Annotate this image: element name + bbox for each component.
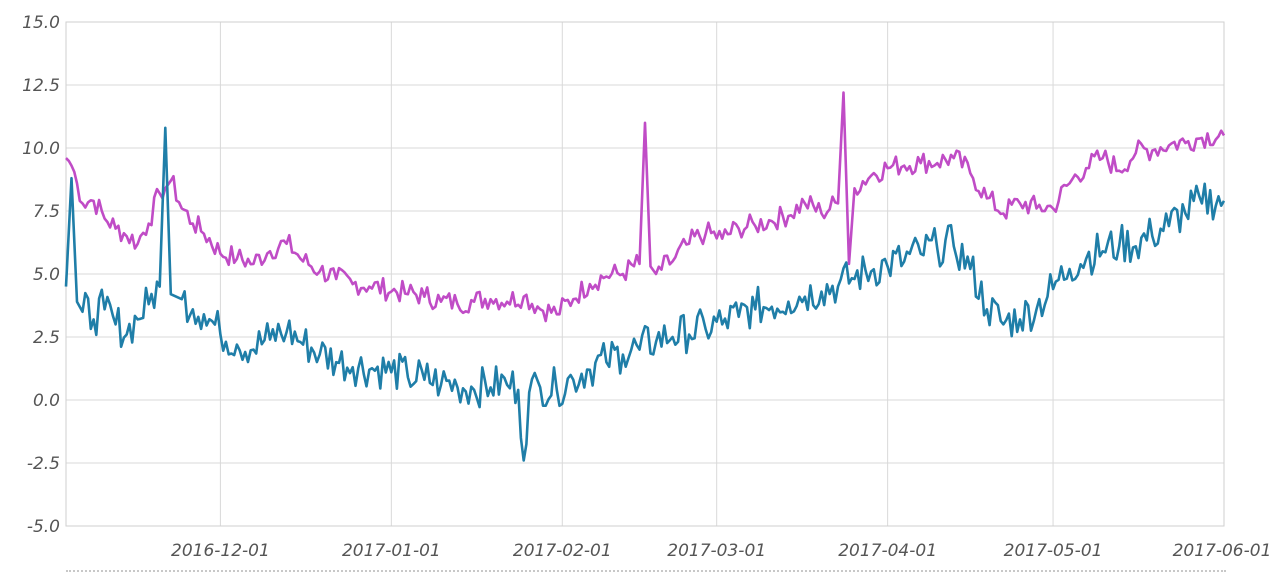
y-tick-label: 12.5 <box>22 76 60 96</box>
x-tick-label: 2017-06-01 <box>1173 541 1272 561</box>
y-tick-label: 2.5 <box>33 328 60 348</box>
y-tick-label: 10.0 <box>22 139 60 159</box>
footer-divider <box>66 570 1226 572</box>
x-tick-label: 2017-01-01 <box>342 541 441 561</box>
x-axis-labels: 2016-12-01 2017-01-01 2017-02-01 2017-03-01… <box>171 541 1271 561</box>
x-tick-label: 2017-02-01 <box>513 541 612 561</box>
y-tick-label: -5.0 <box>27 517 60 537</box>
y-tick-label: 5.0 <box>33 265 60 285</box>
series-line-magenta <box>65 91 1226 323</box>
x-tick-label: 2016-12-01 <box>171 541 270 561</box>
x-tick-label: 2017-03-01 <box>667 541 766 561</box>
x-tick-label: 2017-04-01 <box>838 541 937 561</box>
series-line-teal <box>64 126 1226 462</box>
series-layer <box>64 91 1226 462</box>
y-tick-label: 15.0 <box>22 13 60 33</box>
y-tick-label: -2.5 <box>27 454 60 474</box>
x-tick-label: 2017-05-01 <box>1004 541 1103 561</box>
y-tick-label: 7.5 <box>33 202 60 222</box>
y-tick-label: 0.0 <box>33 391 60 411</box>
y-axis-labels: 15.0 12.5 10.0 7.5 5.0 2.5 0.0 -2.5 -5.0 <box>22 13 60 537</box>
